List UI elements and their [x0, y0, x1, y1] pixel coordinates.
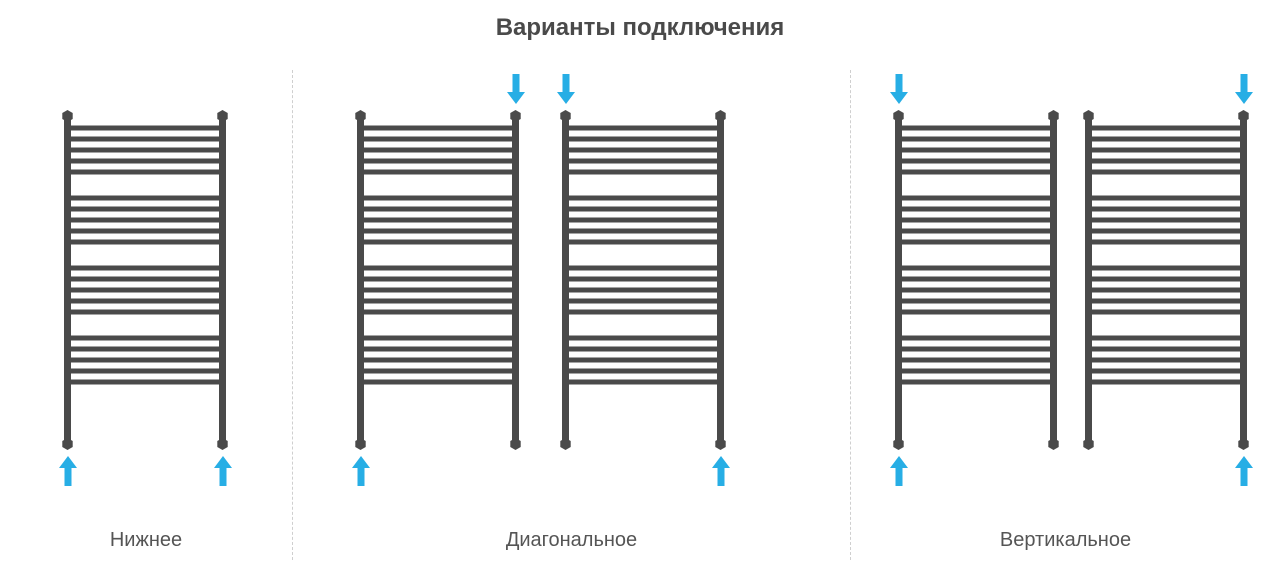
- flow-arrow-down-icon: [557, 74, 575, 104]
- panel-vertical: Вертикальное: [850, 70, 1280, 560]
- panel-stage: [851, 70, 1280, 510]
- flow-arrow-up-icon: [890, 456, 908, 486]
- panel-label: Диагональное: [293, 529, 850, 552]
- panel-diagonal: Диагональное: [292, 70, 850, 560]
- flow-arrow-up-icon: [352, 456, 370, 486]
- flow-arrow-up-icon: [59, 456, 77, 486]
- panel-bottom: Нижнее: [0, 70, 292, 560]
- flow-arrow-up-icon: [214, 456, 232, 486]
- panel-label: Вертикальное: [851, 529, 1280, 552]
- flow-arrow-down-icon: [890, 74, 908, 104]
- flow-arrow-down-icon: [1235, 74, 1253, 104]
- radiator-icon: [891, 110, 1061, 450]
- panel-stage: [293, 70, 850, 510]
- diagram-title: Варианты подключения: [0, 0, 1280, 42]
- flow-arrow-up-icon: [1235, 456, 1253, 486]
- flow-arrow-up-icon: [712, 456, 730, 486]
- radiator-icon: [60, 110, 230, 450]
- flow-arrow-down-icon: [507, 74, 525, 104]
- diagram-root: Варианты подключения НижнееДиагональноеВ…: [0, 0, 1280, 575]
- radiator-icon: [1081, 110, 1251, 450]
- panels-row: НижнееДиагональноеВертикальное: [0, 70, 1280, 560]
- panel-label: Нижнее: [0, 529, 292, 552]
- panel-stage: [0, 70, 292, 510]
- radiator-icon: [558, 110, 728, 450]
- radiator-icon: [353, 110, 523, 450]
